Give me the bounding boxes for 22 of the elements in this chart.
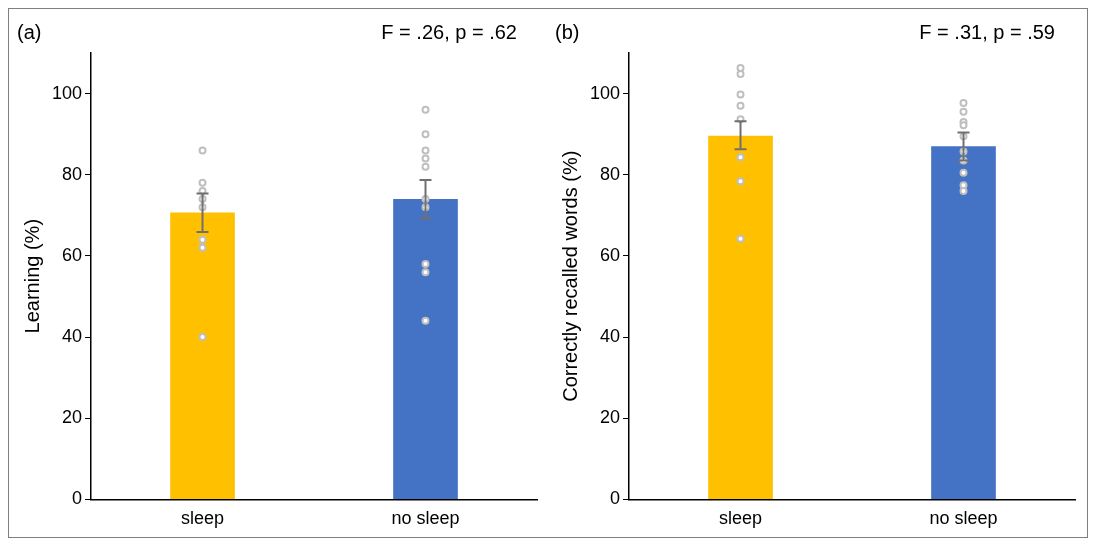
text: F = .31, p = .59: [919, 20, 1055, 43]
y-tick-label: 40: [600, 326, 621, 347]
y-tick-label: 20: [62, 407, 83, 428]
y-tick-label: 100: [589, 82, 621, 103]
x-tick-label: sleep: [719, 508, 763, 529]
y-tick-label: 20: [600, 407, 621, 428]
y-tick-label: 40: [62, 326, 83, 347]
y-tick-label: 100: [51, 82, 83, 103]
text: (b): [555, 20, 580, 43]
y-axis-title: Learning (%): [20, 218, 43, 334]
text: F = .26, p = .62: [381, 20, 517, 43]
y-axis-title: Correctly recalled words (%): [558, 150, 581, 402]
y-tick-label: 0: [610, 488, 621, 509]
y-tick-label: 60: [600, 244, 621, 265]
text: (a): [17, 20, 42, 43]
x-tick-label: no sleep: [391, 508, 460, 529]
y-tick-label: 80: [600, 163, 621, 184]
y-tick-label: 80: [62, 163, 83, 184]
x-tick-label: no sleep: [929, 508, 998, 529]
y-tick-label: 60: [62, 244, 83, 265]
y-tick-label: 0: [72, 488, 83, 509]
x-tick-label: sleep: [181, 508, 225, 529]
